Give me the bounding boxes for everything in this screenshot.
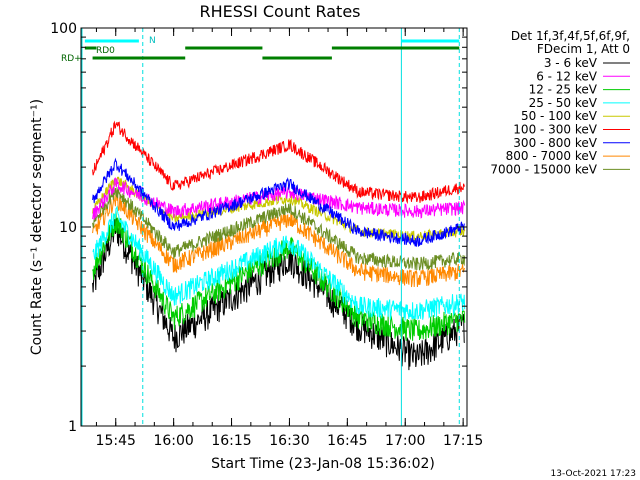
x-tick-label-6: 17:15 [443, 433, 483, 449]
y-tick-label-1: 10 [59, 220, 77, 236]
axis-layer: 15:45 16:00 16:15 16:30 16:45 17:00 17:15 1 10 10… [50, 21, 483, 449]
x-tick-label-5: 17:00 [385, 433, 425, 449]
legend-header-line-1: Det 1f,3f,4f,5f,6f,9f, [511, 29, 630, 43]
data-layer [81, 28, 466, 426]
x-tick-label-4: 16:45 [327, 433, 367, 449]
legend-entry-4: 50 - 100 keV [521, 109, 598, 123]
legend-entry-5: 100 - 300 keV [513, 123, 597, 137]
series-line-6 [92, 157, 465, 248]
x-tick-label-2: 16:15 [211, 433, 251, 449]
footer-timestamp: 13-Oct-2021 17:23 [551, 469, 636, 479]
annotation-layer: N RD0 RD+ [61, 36, 460, 64]
legend-entry-2: 12 - 25 keV [529, 83, 598, 97]
legend-entry-7: 800 - 7000 keV [506, 149, 598, 163]
legend-entry-8: 7000 - 15000 keV [490, 162, 597, 176]
n-label: N [149, 36, 156, 46]
series-line-3 [92, 205, 466, 321]
legend-entry-0: 3 - 6 keV [544, 56, 598, 70]
x-tick-label-3: 16:30 [269, 433, 309, 449]
legend: Det 1f,3f,4f,5f,6f,9f, FDecim 1, Att 0 3… [490, 29, 630, 176]
chart-title: RHESSI Count Rates [200, 2, 361, 21]
rd-plus-label: RD+ [61, 54, 82, 64]
x-tick-label-0: 15:45 [96, 433, 136, 449]
series-line-5 [92, 120, 466, 205]
series-line-1 [92, 177, 466, 220]
series-line-7 [92, 190, 466, 288]
legend-entry-1: 6 - 12 keV [536, 69, 598, 83]
y-tick-label-2: 100 [50, 21, 77, 37]
legend-header-line-2: FDecim 1, Att 0 [537, 42, 630, 56]
y-axis-label: Count Rate (s⁻¹ detector segment⁻¹) [29, 99, 45, 355]
x-axis-label: Start Time (23-Jan-08 15:36:02) [211, 456, 435, 472]
legend-entry-3: 25 - 50 keV [529, 96, 598, 110]
x-tick-label-1: 16:00 [153, 433, 193, 449]
rd0-label: RD0 [96, 46, 115, 56]
y-tick-label-0: 1 [68, 419, 77, 435]
series-line-8 [92, 187, 466, 271]
legend-entry-6: 300 - 800 keV [513, 136, 597, 150]
